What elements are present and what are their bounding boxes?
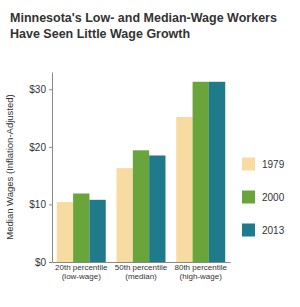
bar bbox=[209, 82, 225, 262]
x-axis: 20th percentile(low-wage) 50th percentile… bbox=[53, 262, 231, 281]
y-tick-label: $10 bbox=[29, 199, 46, 210]
x-tick: 20th percentile(low-wage) bbox=[55, 262, 108, 281]
y-tick-label: $30 bbox=[29, 84, 46, 95]
bar bbox=[57, 202, 73, 262]
y-tick-mark bbox=[49, 262, 52, 263]
y-tick-label: $0 bbox=[35, 257, 47, 268]
bar bbox=[89, 200, 105, 262]
bar bbox=[117, 168, 133, 262]
y-axis-title: Median Wages (Inflation-Adjusted) bbox=[4, 94, 15, 239]
bar bbox=[133, 150, 149, 262]
title: Minnesota's Low- and Median-Wage Workers… bbox=[10, 11, 280, 41]
legend-item: 2000 bbox=[242, 191, 285, 204]
bars bbox=[57, 82, 225, 262]
plot: $0 $10 $20 $30 20th percentile(low-wage) 50th… bbox=[29, 73, 230, 282]
y-tick-mark bbox=[49, 147, 52, 148]
x-tick-label: 50th percentile(median) bbox=[115, 263, 168, 282]
x-tick: 80th percentile(high-wage) bbox=[174, 262, 227, 281]
y-tick: $0 bbox=[35, 257, 52, 268]
bar bbox=[149, 155, 165, 262]
y-tick: $30 bbox=[29, 84, 52, 95]
legend-item: 1979 bbox=[242, 158, 285, 171]
x-tick: 50th percentile(median) bbox=[115, 262, 168, 281]
y-tick-label: $20 bbox=[29, 142, 46, 153]
legend-label: 2013 bbox=[262, 225, 285, 236]
y-tick: $20 bbox=[29, 142, 52, 153]
legend-swatch bbox=[242, 224, 255, 237]
y-tick: $10 bbox=[29, 199, 52, 210]
legend-swatch bbox=[242, 158, 255, 171]
chart: Minnesota's Low- and Median-Wage Workers… bbox=[0, 0, 300, 307]
bar bbox=[193, 82, 209, 262]
legend-label: 1979 bbox=[262, 159, 285, 170]
bar bbox=[176, 117, 192, 262]
y-axis: $0 $10 $20 $30 bbox=[29, 73, 52, 268]
y-axis-line bbox=[52, 73, 53, 263]
y-tick-mark bbox=[49, 204, 52, 205]
legend-item: 2013 bbox=[242, 224, 285, 237]
legend-swatch bbox=[242, 191, 255, 204]
x-tick-label: 80th percentile(high-wage) bbox=[174, 263, 227, 282]
legend: 1979 2000 2013 bbox=[242, 158, 285, 237]
bar bbox=[73, 193, 89, 262]
y-tick-mark bbox=[49, 89, 52, 90]
legend-label: 2000 bbox=[262, 192, 285, 203]
x-tick-label: 20th percentile(low-wage) bbox=[55, 263, 108, 282]
